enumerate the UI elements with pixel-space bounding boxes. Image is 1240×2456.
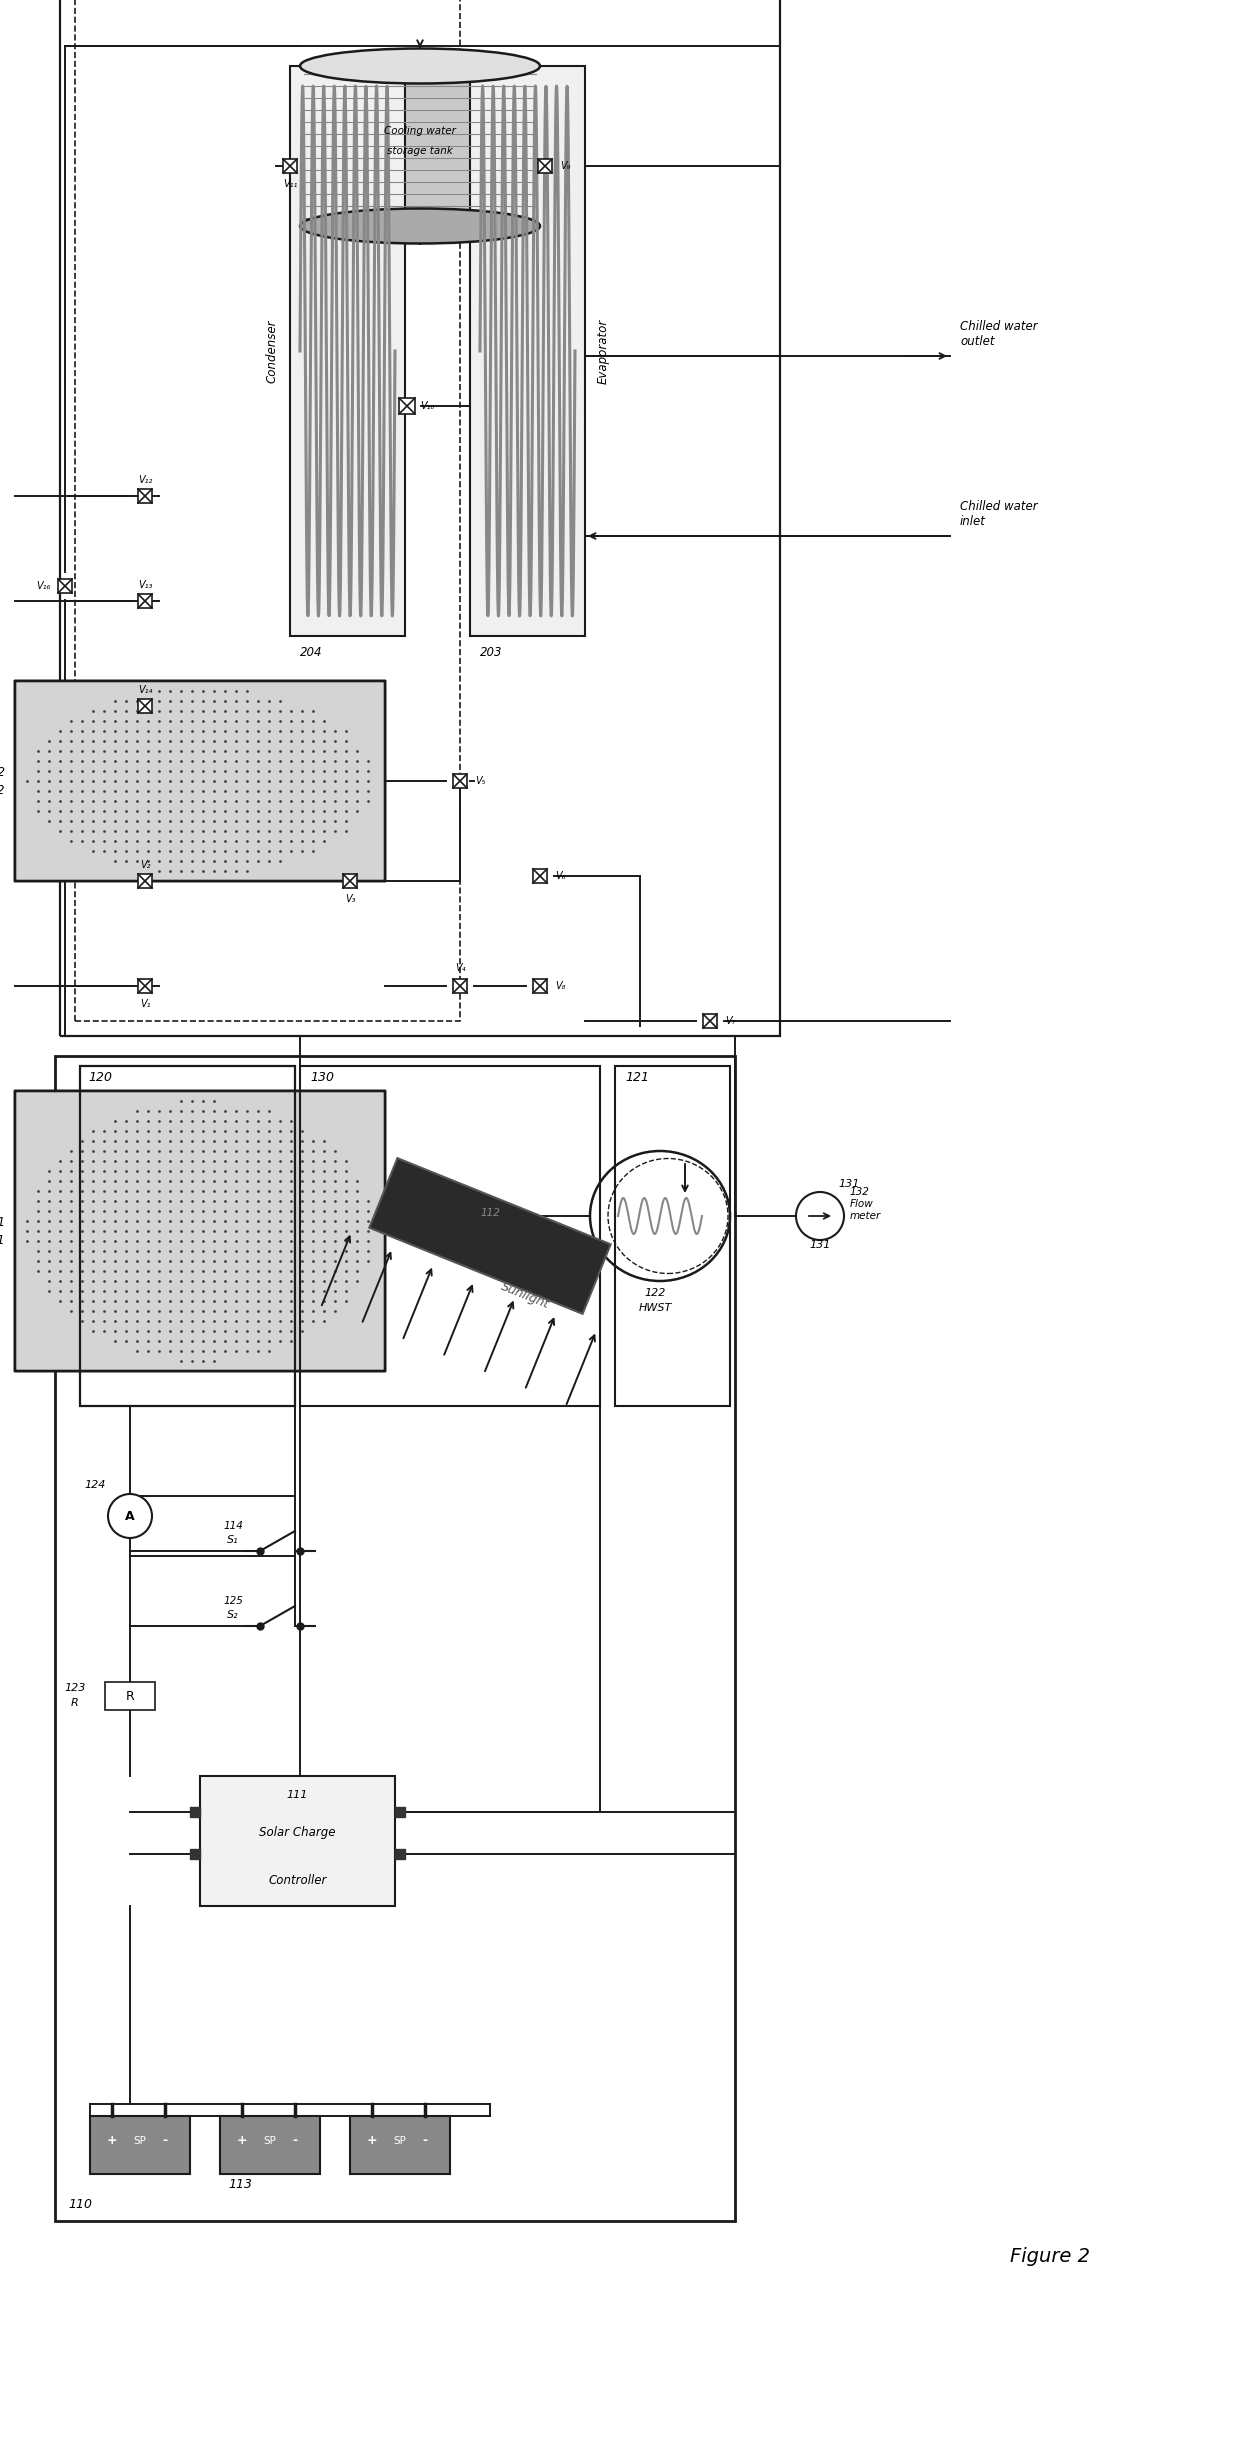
Ellipse shape <box>300 49 539 84</box>
Bar <box>81 1066 295 1405</box>
Text: 201: 201 <box>0 1235 5 1248</box>
Circle shape <box>796 1191 844 1240</box>
Bar <box>74 0 460 1022</box>
Text: SP: SP <box>264 2137 277 2147</box>
Polygon shape <box>138 874 153 889</box>
Polygon shape <box>533 869 547 884</box>
Circle shape <box>108 1493 153 1537</box>
Text: 111: 111 <box>286 1790 309 1800</box>
Text: V₆: V₆ <box>554 872 565 882</box>
Text: A: A <box>125 1510 135 1523</box>
Text: -: - <box>162 2134 167 2147</box>
Text: V₁₃: V₁₃ <box>138 580 153 589</box>
Bar <box>290 66 405 636</box>
Polygon shape <box>58 580 72 592</box>
Text: Bed 1: Bed 1 <box>0 1216 5 1230</box>
Text: V₁₀: V₁₀ <box>420 400 434 410</box>
Text: V₃: V₃ <box>345 894 355 904</box>
Polygon shape <box>138 489 153 503</box>
Text: 203: 203 <box>480 646 502 658</box>
FancyBboxPatch shape <box>15 1090 386 1370</box>
Text: 113: 113 <box>228 2178 252 2191</box>
Polygon shape <box>343 874 357 889</box>
Text: 110: 110 <box>68 2198 92 2210</box>
Text: 114: 114 <box>223 1520 243 1530</box>
Text: Chilled water
inlet: Chilled water inlet <box>960 501 1038 528</box>
Polygon shape <box>138 700 153 712</box>
Bar <box>219 2117 320 2174</box>
Text: S₂: S₂ <box>227 1611 239 1621</box>
Text: 121: 121 <box>625 1071 649 1083</box>
Text: 202: 202 <box>0 783 5 798</box>
Polygon shape <box>453 980 467 992</box>
Text: 123: 123 <box>64 1682 86 1692</box>
Text: V₄: V₄ <box>455 963 465 973</box>
Bar <box>350 2117 450 2174</box>
Bar <box>105 1682 155 1709</box>
Bar <box>615 1066 730 1405</box>
Polygon shape <box>138 980 153 992</box>
Polygon shape <box>370 1159 610 1314</box>
Text: 132
Flow
meter: 132 Flow meter <box>849 1186 882 1221</box>
Text: Chilled water
outlet: Chilled water outlet <box>960 319 1038 349</box>
Text: 131: 131 <box>810 1240 831 1250</box>
Bar <box>470 66 585 636</box>
Polygon shape <box>538 160 552 172</box>
Text: R: R <box>125 1690 134 1702</box>
Text: +: + <box>237 2134 247 2147</box>
Text: V₁₁: V₁₁ <box>283 179 298 189</box>
FancyBboxPatch shape <box>15 680 386 882</box>
Text: SP: SP <box>134 2137 146 2147</box>
Text: HWST: HWST <box>639 1304 672 1314</box>
Text: V₂: V₂ <box>140 860 150 869</box>
Text: storage tank: storage tank <box>387 145 453 157</box>
Text: V₉: V₉ <box>559 162 570 172</box>
Text: S₁: S₁ <box>227 1535 239 1545</box>
Polygon shape <box>138 594 153 609</box>
Text: Bed 2: Bed 2 <box>0 766 5 779</box>
Text: V₇: V₇ <box>724 1017 735 1027</box>
Text: +: + <box>367 2134 377 2147</box>
Text: 124: 124 <box>84 1481 105 1491</box>
Bar <box>300 1066 600 1405</box>
Bar <box>60 0 780 1036</box>
Text: Controller: Controller <box>268 1874 326 1886</box>
Text: V₁: V₁ <box>140 1000 150 1009</box>
Text: R: R <box>71 1697 79 1707</box>
Text: 120: 120 <box>88 1071 112 1083</box>
Text: Condenser: Condenser <box>265 319 279 383</box>
Polygon shape <box>453 774 467 788</box>
Bar <box>91 2117 190 2174</box>
Text: SP: SP <box>393 2137 407 2147</box>
Text: 130: 130 <box>310 1071 334 1083</box>
Polygon shape <box>283 160 298 172</box>
Text: 125: 125 <box>223 1596 243 1606</box>
Text: 131: 131 <box>838 1179 859 1189</box>
Bar <box>55 1056 735 2220</box>
Polygon shape <box>399 398 415 415</box>
Text: V₁₂: V₁₂ <box>138 474 153 484</box>
Polygon shape <box>533 980 547 992</box>
Text: Cooling water: Cooling water <box>384 125 456 135</box>
Text: 204: 204 <box>300 646 322 658</box>
Text: V₈: V₈ <box>554 980 565 992</box>
Text: Evaporator: Evaporator <box>596 319 610 383</box>
Text: 122: 122 <box>645 1287 666 1299</box>
Text: V₅: V₅ <box>475 776 485 786</box>
Text: -: - <box>423 2134 428 2147</box>
Bar <box>300 66 539 226</box>
Polygon shape <box>703 1014 717 1029</box>
Text: V₁₆: V₁₆ <box>36 582 50 592</box>
Text: Sunlight: Sunlight <box>498 1280 552 1312</box>
Bar <box>200 1776 396 1906</box>
Text: Figure 2: Figure 2 <box>1011 2247 1090 2264</box>
Text: -: - <box>293 2134 298 2147</box>
Text: V₁₄: V₁₄ <box>138 685 153 695</box>
Text: 112: 112 <box>480 1208 500 1218</box>
Text: +: + <box>107 2134 118 2147</box>
Text: Solar Charge: Solar Charge <box>259 1825 336 1840</box>
Ellipse shape <box>300 209 539 243</box>
